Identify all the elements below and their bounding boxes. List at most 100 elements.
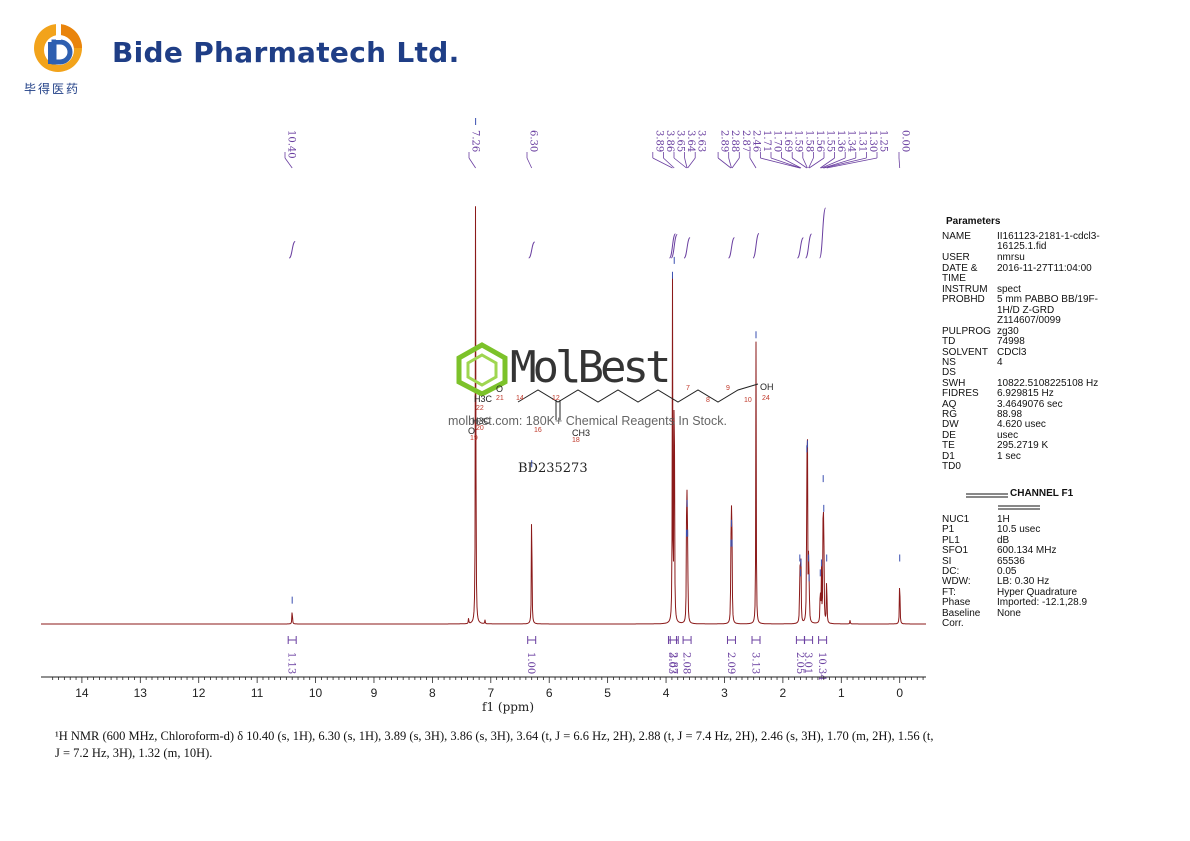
integral-value: 1.13 xyxy=(286,652,297,674)
peak-label: 3.89 xyxy=(653,130,664,152)
alkyl-chain-bond xyxy=(517,383,759,403)
atom-label-o-1: O xyxy=(496,384,503,394)
x-tick-label: 13 xyxy=(134,686,148,700)
peak-leader xyxy=(468,157,476,169)
watermark-brand: MolBest xyxy=(510,342,671,393)
x-axis-label: f1 (ppm) xyxy=(482,700,534,714)
peak-label: 1.70 xyxy=(772,130,783,152)
peak-leader xyxy=(781,157,802,169)
atom-number-20: 20 xyxy=(476,425,484,432)
x-tick-label: 2 xyxy=(780,686,787,700)
param-value: 6.929815 Hz xyxy=(997,388,1054,400)
param-value: 1H xyxy=(997,514,1010,525)
atom-label-ch3: CH3 xyxy=(572,428,590,438)
peak-leader xyxy=(284,157,293,169)
param-value: 600.134 MHz xyxy=(997,545,1057,557)
logo-d-shape xyxy=(51,39,73,65)
integral-bracket xyxy=(527,636,537,644)
atom-label-h3c-1: H3C xyxy=(474,394,493,404)
integral-bracket xyxy=(818,636,828,644)
param-key: SI xyxy=(942,555,952,567)
atom-number-10: 10 xyxy=(744,397,752,404)
peak-label: 2.89 xyxy=(719,130,730,152)
integral-value: 3.01 xyxy=(802,652,813,674)
peak-leader xyxy=(673,157,687,169)
atom-number-19: 19 xyxy=(470,435,478,442)
param-value: 74998 xyxy=(997,336,1025,348)
x-tick-label: 10 xyxy=(309,686,323,700)
param-key: Phase xyxy=(942,597,971,609)
peak-leader xyxy=(687,157,696,169)
param-value: 295.2719 K xyxy=(997,440,1049,452)
atom-label-h3c-2: H3C xyxy=(472,416,491,426)
param-key: DATE & TIME xyxy=(942,262,978,284)
peak-label: 2.87 xyxy=(740,130,751,152)
integral-curve xyxy=(668,233,676,259)
integral-value: 10.34 xyxy=(816,652,827,681)
param-key: NUC1 xyxy=(942,514,970,525)
param-value: 1 sec xyxy=(997,450,1021,462)
peak-label: 3.63 xyxy=(696,130,707,152)
param-key: DC: xyxy=(942,566,960,577)
peak-leader xyxy=(821,157,846,169)
peak-leader xyxy=(826,157,878,169)
peak-label: 10.40 xyxy=(286,130,297,159)
hexagon-outer xyxy=(456,342,508,396)
atom-number-16: 16 xyxy=(534,427,542,434)
param-key: Baseline xyxy=(942,607,981,619)
integral-curve xyxy=(683,237,691,259)
peak-label: 3.86 xyxy=(664,130,675,152)
atom-number-9: 9 xyxy=(726,385,730,392)
x-tick-label: 5 xyxy=(604,686,611,700)
integral-curve xyxy=(805,233,813,259)
param-value: 3.4649076 sec xyxy=(997,398,1063,410)
parameters-title: Parameters xyxy=(946,216,1001,227)
integral-bracket xyxy=(682,636,692,644)
peak-leader xyxy=(684,157,688,169)
x-tick-label: 8 xyxy=(429,686,436,700)
x-tick-label: 14 xyxy=(75,686,89,700)
peak-label: 3.64 xyxy=(685,130,696,152)
param-key: DW xyxy=(942,419,959,431)
peak-leader xyxy=(898,157,901,169)
integral-value: 2.87 xyxy=(668,652,679,674)
param-key: AQ xyxy=(942,398,957,410)
param-key: Corr. xyxy=(942,618,964,629)
atom-label-o-2: O xyxy=(468,426,475,436)
integral-value: 2.08 xyxy=(681,652,692,674)
hexagon-inner xyxy=(466,353,498,387)
integral-bracket xyxy=(287,636,297,644)
peak-leader xyxy=(802,157,808,169)
peak-label: 3.65 xyxy=(675,130,686,152)
x-tick-label: 1 xyxy=(838,686,845,700)
x-tick-label: 11 xyxy=(251,686,264,700)
param-value: LB: 0.30 Hz xyxy=(997,576,1050,588)
param-value: zg30 xyxy=(997,325,1019,337)
param-key: SWH xyxy=(942,377,966,389)
param-value: 0.05 xyxy=(997,566,1017,577)
x-tick-label: 9 xyxy=(371,686,378,700)
peak-leader xyxy=(770,157,801,169)
x-axis: 14 13 12 11 10 9 8 7 6 5 4 3 2 1 0 xyxy=(41,676,926,700)
peak-label: 2.46 xyxy=(750,130,761,152)
integral-curve xyxy=(670,234,678,259)
peak-label: 1.34 xyxy=(846,130,857,152)
param-value: usec xyxy=(997,429,1019,441)
peak-label: 1.31 xyxy=(856,130,867,152)
param-key: NAME xyxy=(942,231,971,242)
integral-value: 1.00 xyxy=(525,652,536,674)
peak-label: 1.71 xyxy=(761,130,772,152)
param-key: PL1 xyxy=(942,534,960,546)
spectrum-trace xyxy=(41,206,926,625)
atom-number-18: 18 xyxy=(572,437,580,444)
peak-leader xyxy=(663,157,675,169)
peak-label: 0.00 xyxy=(900,130,911,152)
integral-value: 3.03 xyxy=(666,652,677,674)
param-value: CDCl3 xyxy=(997,346,1027,358)
param-key: WDW: xyxy=(942,576,971,588)
company-name-cn: 毕得医药 xyxy=(24,82,81,96)
integral-curve xyxy=(727,237,735,259)
peak-label: 2.88 xyxy=(729,130,740,152)
param-value: dB xyxy=(997,534,1010,546)
